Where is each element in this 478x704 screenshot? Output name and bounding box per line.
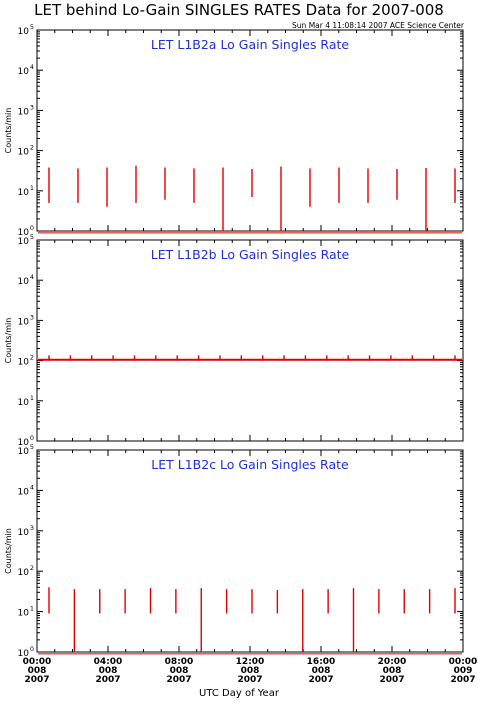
- plot-frame: [36, 449, 464, 653]
- y-tick-label: 10: [18, 358, 30, 368]
- y-tick-exponent: 3: [30, 313, 34, 321]
- x-tick-label: 00:00: [23, 657, 52, 667]
- x-tick-label: 009: [454, 666, 473, 676]
- y-tick-exponent: 3: [30, 524, 34, 532]
- y-tick-exponent: 5: [30, 233, 34, 241]
- y-tick-exponent: 2: [30, 144, 34, 152]
- plot-frame: [36, 29, 464, 232]
- x-tick-label: 2007: [237, 675, 262, 685]
- y-tick-exponent: 0: [30, 645, 34, 653]
- x-tick-label: 008: [99, 666, 118, 676]
- y-tick-label: 10: [18, 649, 30, 659]
- y-tick-label: 10: [18, 398, 30, 408]
- y-tick-exponent: 2: [30, 564, 34, 572]
- y-tick-label: 10: [18, 487, 30, 497]
- y-tick-label: 10: [18, 568, 30, 578]
- y-tick-exponent: 4: [30, 483, 34, 491]
- x-tick-label: 08:00: [165, 657, 194, 667]
- y-tick-label: 10: [18, 188, 30, 198]
- x-tick-label: 008: [28, 666, 47, 676]
- y-tick-label: 10: [18, 228, 30, 238]
- y-tick-exponent: 5: [30, 23, 34, 31]
- x-tick-label: 008: [241, 666, 260, 676]
- y-tick-label: 10: [18, 237, 30, 247]
- y-tick-label: 10: [18, 609, 30, 619]
- y-tick-label: 10: [18, 277, 30, 287]
- panel-title: LET L1B2a Lo Gain Singles Rate: [151, 37, 350, 52]
- x-tick-label: 12:00: [236, 657, 265, 667]
- x-tick-label: 2007: [24, 675, 49, 685]
- y-tick-label: 10: [18, 438, 30, 448]
- y-tick-label: 10: [18, 67, 30, 77]
- y-tick-label: 10: [18, 148, 30, 158]
- timestamp: Sun Mar 4 11:08:14 2007 ACE Science Cent…: [292, 21, 464, 30]
- y-tick-exponent: 3: [30, 103, 34, 111]
- y-tick-exponent: 0: [30, 224, 34, 232]
- y-axis-label: Counts/min: [4, 528, 13, 574]
- plot-frame: [36, 239, 464, 442]
- y-tick-label: 10: [18, 528, 30, 538]
- y-tick-label: 10: [18, 107, 30, 117]
- x-tick-label: 20:00: [378, 657, 407, 667]
- y-tick-exponent: 1: [30, 184, 34, 192]
- y-tick-exponent: 5: [30, 443, 34, 451]
- x-tick-label: 008: [312, 666, 331, 676]
- x-tick-label: 04:00: [94, 657, 123, 667]
- x-tick-label: 2007: [95, 675, 120, 685]
- panel-title: LET L1B2c Lo Gain Singles Rate: [151, 457, 349, 472]
- y-tick-exponent: 2: [30, 354, 34, 362]
- y-tick-label: 10: [18, 27, 30, 37]
- x-tick-label: 2007: [308, 675, 333, 685]
- y-axis-label: Counts/min: [4, 108, 13, 154]
- x-axis-label: UTC Day of Year: [199, 688, 279, 699]
- panel-title: LET L1B2b Lo Gain Singles Rate: [151, 247, 350, 262]
- y-tick-exponent: 4: [30, 63, 34, 71]
- x-tick-label: 008: [383, 666, 402, 676]
- x-tick-label: 2007: [166, 675, 191, 685]
- x-tick-label: 008: [170, 666, 189, 676]
- x-tick-label: 2007: [379, 675, 404, 685]
- x-tick-label: 00:00: [449, 657, 478, 667]
- y-tick-exponent: 1: [30, 605, 34, 613]
- y-tick-exponent: 0: [30, 434, 34, 442]
- x-tick-label: 2007: [450, 675, 475, 685]
- x-tick-label: 16:00: [307, 657, 336, 667]
- y-axis-label: Counts/min: [4, 318, 13, 364]
- y-tick-exponent: 1: [30, 394, 34, 402]
- y-tick-label: 10: [18, 447, 30, 457]
- chart-title: LET behind Lo-Gain SINGLES RATES Data fo…: [34, 1, 444, 19]
- y-tick-label: 10: [18, 317, 30, 327]
- y-tick-exponent: 4: [30, 273, 34, 281]
